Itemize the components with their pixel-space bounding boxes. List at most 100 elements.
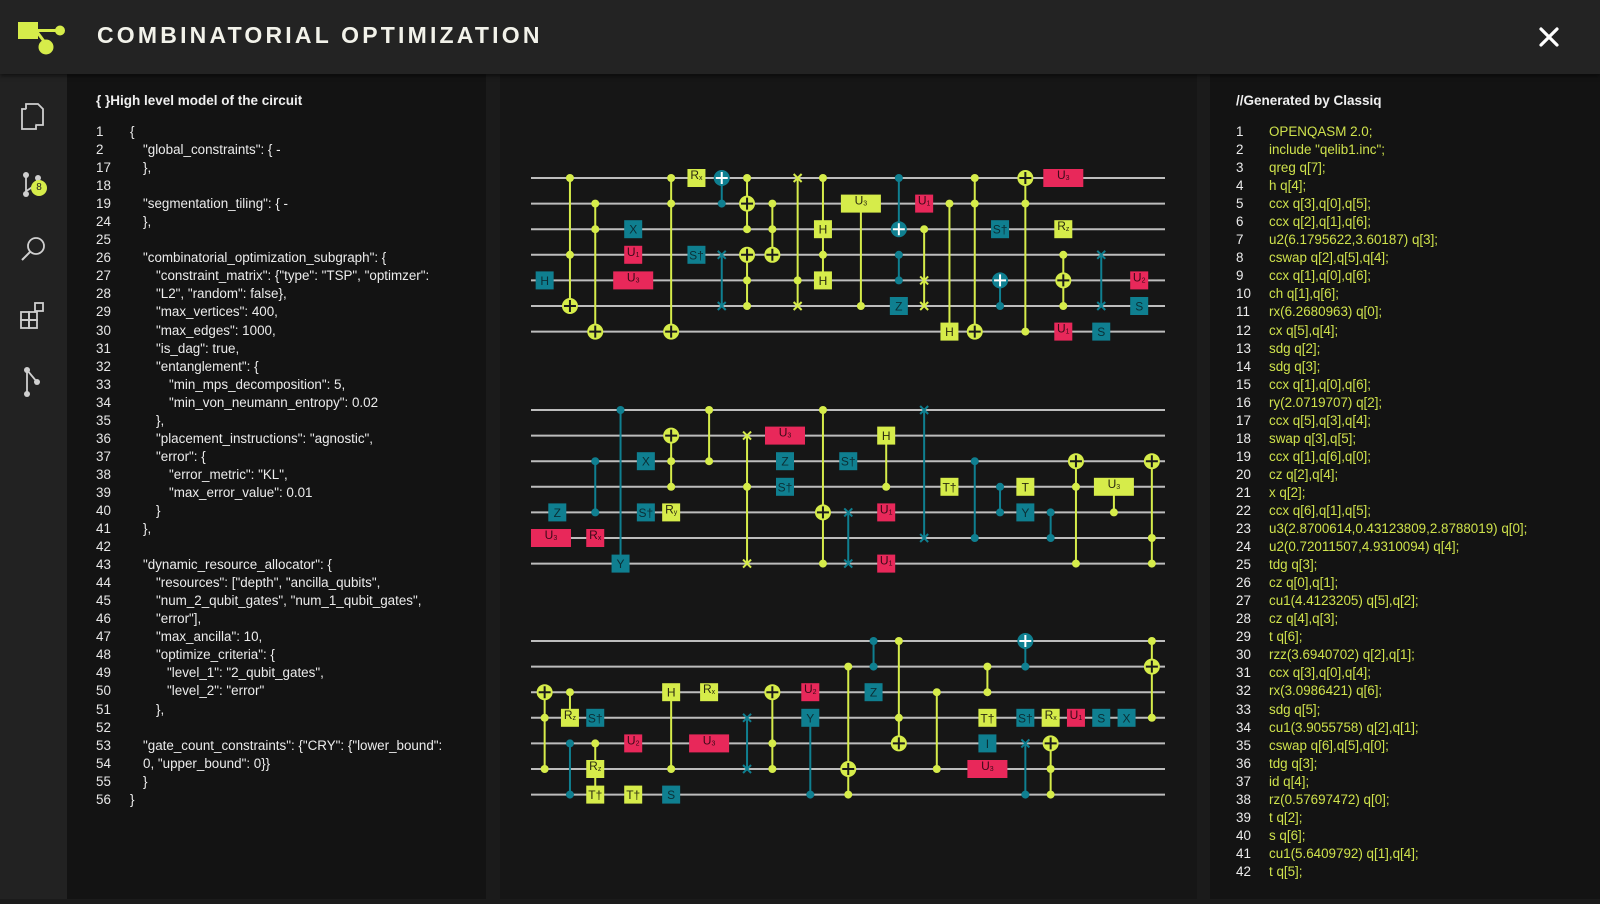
high-level-model-panel: { }High level model of the circuit 1{2 "g… bbox=[67, 74, 486, 899]
code-line: 46 "error"], bbox=[96, 610, 481, 628]
control-dot bbox=[1147, 637, 1156, 645]
code-line: 38 rz(0.57697472) q[0]; bbox=[1236, 791, 1596, 809]
plus-mark bbox=[589, 325, 602, 338]
line-text: ry(2.0719707) q[2]; bbox=[1269, 394, 1383, 410]
code-line: 41}, bbox=[96, 520, 481, 538]
gate-box bbox=[624, 734, 643, 753]
line-text: "resources": ["depth", "ancilla_qubits", bbox=[156, 575, 381, 591]
line-number: 41 bbox=[96, 521, 111, 537]
line-text: sdg q[2]; bbox=[1269, 340, 1321, 356]
search-icon bbox=[21, 237, 45, 261]
close-icon[interactable] bbox=[1536, 24, 1562, 50]
line-text: }, bbox=[156, 412, 165, 428]
line-text: id q[4]; bbox=[1269, 773, 1310, 789]
control-dot bbox=[882, 482, 891, 491]
gate-label: S† bbox=[993, 223, 1008, 237]
gate-label: S† bbox=[778, 480, 793, 494]
control-dot bbox=[1046, 790, 1055, 799]
sidebar-item-explorer[interactable] bbox=[14, 98, 54, 138]
code-line: 27 cu1(4.4123205) q[5],q[2]; bbox=[1236, 592, 1596, 610]
qasm-code-editor[interactable]: 1 OPENQASM 2.0; 2 include "qelib1.inc"; 3 qre… bbox=[1236, 123, 1596, 881]
control-dot bbox=[894, 713, 903, 722]
classiq-logo bbox=[18, 22, 65, 55]
control-dot bbox=[945, 199, 954, 208]
line-text: }, bbox=[143, 214, 152, 230]
sidebar-item-branches[interactable] bbox=[14, 362, 54, 402]
code-line: 44 "resources": ["depth", "ancilla_qubits… bbox=[96, 574, 481, 592]
gate-label: S bbox=[667, 788, 675, 802]
line-text: 0, "upper_bound": 0}} bbox=[143, 755, 271, 771]
panel-title: { }High level model of the circuit bbox=[96, 93, 303, 108]
control-dot bbox=[591, 457, 600, 466]
line-number: 23 bbox=[1236, 521, 1251, 537]
gate-box bbox=[624, 785, 643, 804]
control-dot bbox=[1021, 662, 1030, 671]
line-text: rx(3.0986421) q[6]; bbox=[1269, 683, 1383, 699]
control-dot bbox=[565, 688, 574, 697]
line-text: s q[6]; bbox=[1269, 827, 1306, 843]
code-line: 49 "level_1": "2_qubit_gates", bbox=[96, 664, 481, 682]
plus-mark bbox=[563, 300, 576, 312]
gate-box bbox=[877, 426, 896, 445]
code-line: 34 "min_von_neumann_entropy": 0.02 bbox=[96, 394, 481, 412]
model-code-editor[interactable]: 1{2 "global_constraints": { -17}, 18 19 "seg… bbox=[96, 123, 481, 809]
gate-box bbox=[889, 297, 908, 315]
control-dot bbox=[1046, 765, 1055, 773]
line-number: 26 bbox=[1236, 575, 1251, 591]
gate-label: Y bbox=[617, 557, 625, 571]
line-text: ccx q[3],q[0],q[5]; bbox=[1269, 196, 1371, 212]
line-number: 46 bbox=[96, 611, 111, 627]
line-text: swap q[3],q[5]; bbox=[1269, 430, 1357, 446]
plus-mark bbox=[1069, 455, 1082, 468]
line-number: 29 bbox=[1236, 629, 1251, 645]
line-number: 22 bbox=[1236, 502, 1251, 518]
code-line: 9 ccx q[1],q[0],q[6]; bbox=[1236, 267, 1596, 285]
gate-label: T† bbox=[942, 480, 956, 494]
gate-box bbox=[1054, 322, 1073, 341]
line-number: 36 bbox=[1236, 755, 1251, 771]
line-text: ccx q[5],q[3],q[4]; bbox=[1269, 412, 1371, 428]
gate-box bbox=[530, 529, 571, 547]
line-number: 40 bbox=[1236, 827, 1251, 843]
swap-x-icon bbox=[742, 713, 752, 723]
code-line: 28 "L2", "random": false}, bbox=[96, 285, 481, 303]
line-text: ccx q[6],q[1],q[5]; bbox=[1269, 502, 1371, 518]
gate-box bbox=[1066, 708, 1085, 727]
sidebar-item-search[interactable] bbox=[14, 230, 54, 270]
line-text: u2(6.1795622,3.60187) q[3]; bbox=[1269, 232, 1439, 248]
gate-box bbox=[624, 245, 643, 264]
line-text: "optimize_criteria": { bbox=[156, 647, 275, 663]
line-number: 44 bbox=[96, 575, 111, 591]
line-number: 54 bbox=[96, 755, 111, 771]
swap-x-icon bbox=[717, 250, 727, 260]
line-text: rx(6.2680963) q[0]; bbox=[1269, 304, 1383, 320]
line-number: 34 bbox=[96, 394, 111, 410]
control-dot bbox=[1147, 559, 1156, 568]
line-number: 3 bbox=[1236, 160, 1244, 176]
qasm-output-panel: //Generated by Classiq 1 OPENQASM 2.0; 2 in… bbox=[1210, 74, 1600, 899]
gate-box bbox=[776, 452, 794, 471]
code-line: 4 h q[4]; bbox=[1236, 177, 1596, 195]
line-text: } bbox=[143, 773, 148, 789]
line-text: "entanglement": { bbox=[156, 358, 259, 374]
gate-box bbox=[613, 271, 654, 290]
code-line: 17 ccx q[5],q[3],q[4]; bbox=[1236, 412, 1596, 430]
sidebar-item-extensions[interactable] bbox=[14, 296, 54, 336]
page-title: COMBINATORIAL OPTIMIZATION bbox=[97, 22, 543, 48]
line-number: 45 bbox=[96, 593, 111, 609]
line-number: 49 bbox=[96, 665, 111, 681]
line-text: tdg q[3]; bbox=[1269, 755, 1318, 771]
code-line: 2 include "qelib1.inc"; bbox=[1236, 141, 1596, 159]
plus-mark bbox=[994, 274, 1007, 287]
control-dot bbox=[1109, 508, 1118, 517]
plus-mark bbox=[1019, 635, 1032, 647]
plus-mark bbox=[715, 172, 728, 184]
plus-mark bbox=[766, 686, 779, 699]
gate-box bbox=[535, 271, 554, 290]
gate-label: T† bbox=[626, 788, 640, 802]
sidebar-item-source-control[interactable]: 8 bbox=[14, 166, 54, 206]
line-number: 19 bbox=[1236, 448, 1251, 464]
code-line: 12 cx q[5],q[4]; bbox=[1236, 322, 1596, 340]
line-text: }, bbox=[143, 160, 152, 176]
